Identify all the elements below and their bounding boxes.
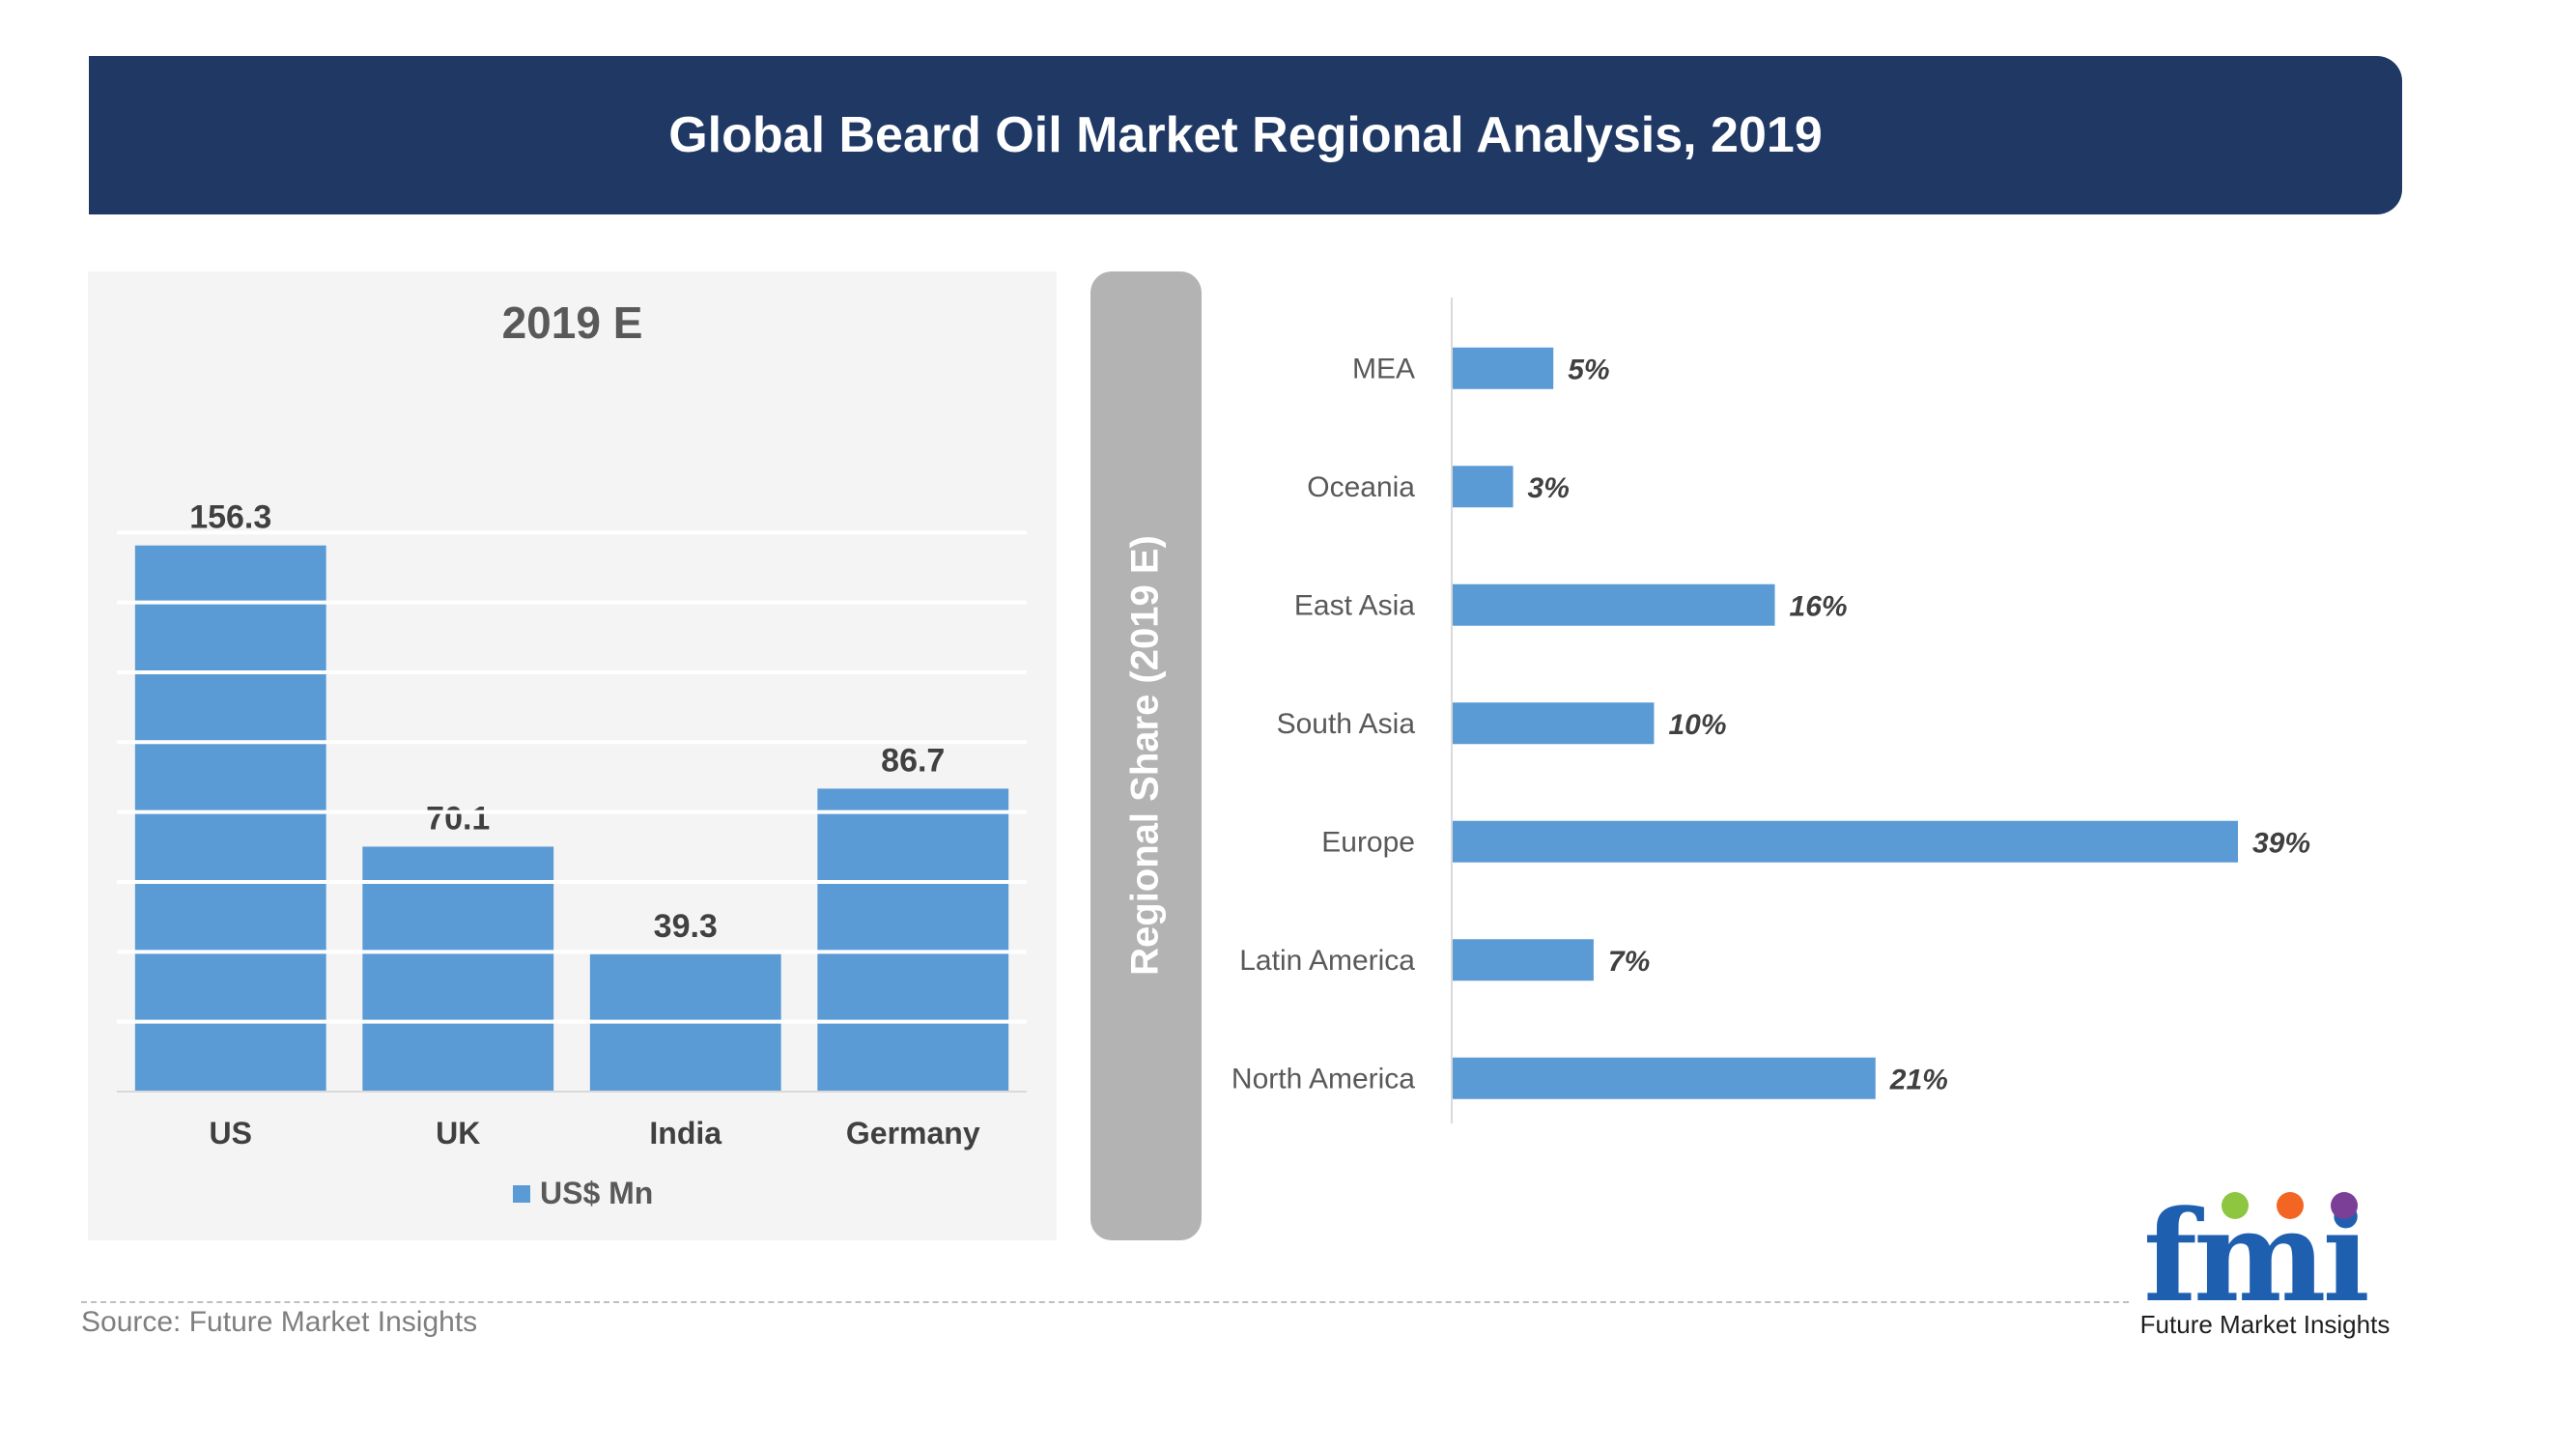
regional-share-bar-chart: MEA 5% Oceania 3% East Asia 16% South Asia 10% E… (1231, 298, 2310, 1123)
y-tick-label-mea: MEA (1352, 353, 1415, 384)
share-bar-europe (1453, 820, 2238, 863)
y-tick-label-north-america: North America (1231, 1063, 1415, 1094)
y-tick-label-latin-america: Latin America (1239, 945, 1415, 977)
share-value-label-oceania: 3% (1528, 472, 1570, 504)
share-value-label-east-asia: 16% (1790, 590, 1848, 622)
regional-share-divider: Regional Share (2019 E) (1090, 271, 1202, 1240)
y-tick-label-oceania: Oceania (1307, 471, 1415, 503)
fmi-logo: fmi Future Market Insights (2130, 1186, 2400, 1341)
x-tick-label-india: India (649, 1116, 722, 1151)
share-bar-mea (1453, 347, 1554, 389)
share-value-label-latin-america: 7% (1608, 946, 1650, 978)
logo-dot-green (2222, 1192, 2249, 1219)
footer-divider (81, 1301, 2129, 1303)
country-chart-legend: US$ Mn (513, 1176, 653, 1211)
y-tick-label-europe: Europe (1321, 826, 1415, 858)
bar-value-label-india: 39.3 (654, 908, 718, 945)
y-tick-label-east-asia: East Asia (1294, 589, 1415, 621)
logo-dot-purple (2331, 1192, 2358, 1219)
regional-share-axis-label: Regional Share (2019 E) (1123, 535, 1167, 976)
legend-swatch (513, 1184, 530, 1203)
title-banner: Global Beard Oil Market Regional Analysi… (89, 56, 2402, 214)
x-tick-label-us: US (210, 1116, 252, 1151)
page-title: Global Beard Oil Market Regional Analysi… (668, 107, 1823, 163)
share-value-label-north-america: 21% (1889, 1064, 1948, 1095)
share-value-label-south-asia: 10% (1668, 709, 1726, 741)
bar-us (134, 545, 326, 1092)
logo-dot-orange (2277, 1192, 2304, 1219)
legend-label: US$ Mn (540, 1176, 654, 1210)
share-bar-north-america (1453, 1057, 1876, 1099)
bar-value-label-uk: 70.1 (426, 800, 490, 837)
country-chart-title: 2019 E (501, 298, 643, 348)
x-tick-label-uk: UK (436, 1116, 480, 1151)
bar-value-label-us: 156.3 (189, 499, 271, 536)
bar-germany (817, 788, 1009, 1092)
x-tick-label-germany: Germany (846, 1116, 980, 1151)
share-bar-latin-america (1453, 939, 1594, 981)
fmi-logo-text: Future Market Insights (2139, 1310, 2391, 1339)
bar-uk (362, 846, 554, 1092)
bar-value-label-germany: 86.7 (881, 742, 945, 779)
y-tick-label-south-asia: South Asia (1277, 708, 1416, 740)
source-note: Source: Future Market Insights (81, 1306, 478, 1338)
country-chart-panel: 2019 E 156.3 US 70.1 UK 39.3 India 86.7 Germany… (88, 271, 1057, 1240)
share-value-label-europe: 39% (2252, 827, 2310, 859)
share-bar-east-asia (1453, 583, 1775, 626)
share-bar-oceania (1453, 466, 1514, 508)
country-bar-chart: 156.3 US 70.1 UK 39.3 India 86.7 Germany (117, 499, 1027, 1151)
fmi-logo-mark: fmi (2143, 1182, 2370, 1330)
share-bar-south-asia (1453, 702, 1655, 745)
share-value-label-mea: 5% (1568, 354, 1609, 385)
